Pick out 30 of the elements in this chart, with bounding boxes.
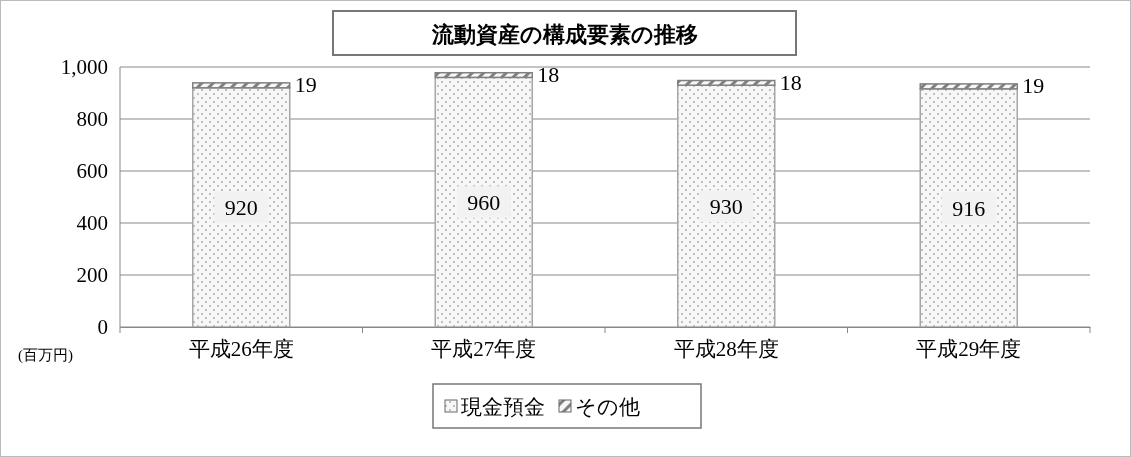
bar [677, 84, 776, 328]
bar [434, 76, 533, 328]
bar [677, 79, 776, 86]
y-tick-label: 600 [76, 159, 108, 184]
bar [919, 88, 1018, 328]
y-tick-label: 800 [76, 107, 108, 132]
bar [192, 87, 291, 328]
x-tick-label: 平成26年度 [188, 336, 294, 361]
data-label: 930 [709, 194, 743, 220]
legend-label: その他 [575, 395, 640, 419]
y-tick-label: 1,000 [60, 55, 108, 80]
bar [919, 83, 1018, 90]
bar [434, 71, 533, 79]
data-label: 960 [467, 190, 501, 216]
data-label: 916 [952, 195, 986, 221]
y-tick-label: 400 [76, 211, 108, 236]
bar [192, 82, 291, 89]
legend-label: 現金預金 [461, 395, 545, 419]
y-axis-title: (百万円) [18, 347, 73, 364]
x-tick-label: 平成27年度 [431, 336, 537, 361]
y-tick-label: 200 [76, 263, 108, 288]
data-label: 19 [1022, 73, 1045, 99]
data-label: 920 [224, 195, 258, 221]
chart-title: 流動資産の構成要素の推移 [431, 22, 698, 47]
data-label: 18 [779, 69, 802, 95]
y-tick-label: 0 [97, 315, 108, 340]
x-tick-label: 平成28年度 [673, 336, 779, 361]
data-label: 19 [294, 72, 317, 98]
data-label: 18 [537, 62, 560, 88]
x-tick-label: 平成29年度 [916, 336, 1022, 361]
